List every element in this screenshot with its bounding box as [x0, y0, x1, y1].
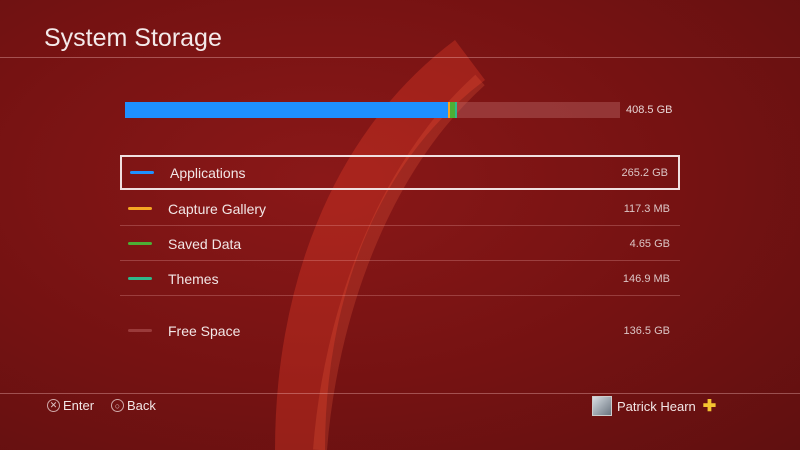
row-divider — [120, 295, 680, 296]
circle-button-icon: ○ — [111, 399, 124, 412]
themes-color-swatch — [128, 277, 152, 280]
user-name: Patrick Hearn — [617, 398, 696, 414]
row-divider — [120, 260, 680, 261]
avatar — [592, 396, 612, 416]
row-label: Themes — [168, 270, 219, 287]
bar-segment-capture-gallery — [447, 102, 450, 118]
row-label: Capture Gallery — [168, 200, 267, 217]
back-hint[interactable]: ○ Back — [111, 398, 156, 413]
row-value: 117.3 MB — [623, 202, 670, 215]
bar-segment-themes — [455, 102, 458, 118]
saved-data-color-swatch — [128, 242, 152, 245]
back-label: Back — [127, 398, 156, 413]
row-label: Saved Data — [168, 235, 242, 252]
row-value: 4.65 GB — [629, 237, 670, 250]
playstation-plus-icon: ✚ — [702, 398, 717, 415]
user-profile[interactable]: Patrick Hearn ✚ — [592, 396, 716, 416]
row-value: 146.9 MB — [622, 272, 670, 285]
row-value: 265.2 GB — [621, 166, 668, 179]
enter-label: Enter — [63, 398, 95, 413]
row-capture-gallery[interactable]: Capture Gallery 117.3 MB — [120, 191, 680, 226]
row-label: Applications — [170, 164, 246, 181]
row-label: Free Space — [168, 322, 241, 339]
total-capacity: 408.5 GB — [626, 104, 673, 116]
row-themes[interactable]: Themes 146.9 MB — [120, 261, 680, 296]
row-free-space[interactable]: Free Space 136.5 GB — [120, 313, 680, 348]
free-space-color-swatch — [128, 329, 152, 332]
footer-divider — [0, 393, 800, 394]
cross-button-icon: ✕ — [47, 399, 60, 412]
storage-usage-bar — [125, 102, 620, 118]
row-divider — [120, 225, 680, 226]
applications-color-swatch — [130, 171, 154, 174]
enter-hint[interactable]: ✕ Enter — [47, 398, 94, 413]
bar-segment-saved-data — [449, 102, 456, 118]
row-applications[interactable]: Applications 265.2 GB — [120, 155, 680, 190]
bar-segment-applications — [125, 102, 448, 118]
row-value: 136.5 GB — [623, 324, 670, 337]
header-divider — [0, 57, 800, 58]
page-title: System Storage — [44, 24, 222, 52]
row-saved-data[interactable]: Saved Data 4.65 GB — [120, 226, 680, 261]
capture-gallery-color-swatch — [128, 207, 152, 210]
